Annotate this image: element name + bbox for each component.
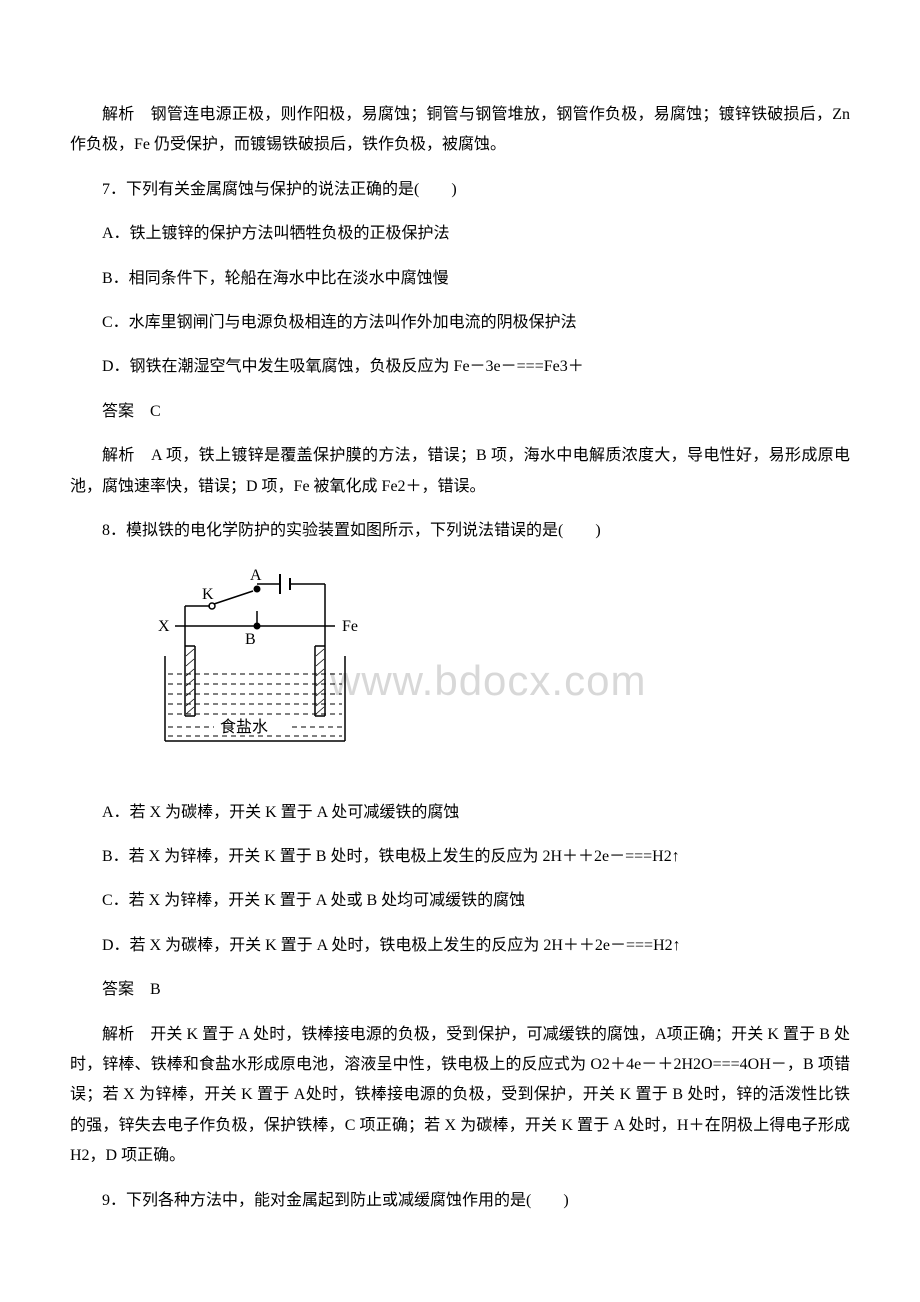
svg-text:X: X: [158, 618, 170, 635]
svg-text:Fe: Fe: [342, 618, 358, 635]
q7-option-a: A．铁上镀锌的保护方法叫牺牲负极的正极保护法: [70, 219, 850, 249]
q7-option-c: C．水库里钢闸门与电源负极相连的方法叫作外加电流的阴极保护法: [70, 308, 850, 338]
q7-answer: 答案 C: [70, 397, 850, 427]
explanation-para-6: 解析 钢管连电源正极，则作阳极，易腐蚀；铜管与钢管堆放，钢管作负极，易腐蚀；镀锌…: [70, 100, 850, 161]
q7-stem: 7．下列有关金属腐蚀与保护的说法正确的是( ): [70, 175, 850, 205]
q9-stem: 9．下列各种方法中，能对金属起到防止或减缓腐蚀作用的是( ): [70, 1186, 850, 1216]
q8-option-c: C．若 X 为锌棒，开关 K 置于 A 处或 B 处均可减缓铁的腐蚀: [70, 886, 850, 916]
q7-option-b: B．相同条件下，轮船在海水中比在淡水中腐蚀慢: [70, 264, 850, 294]
q8-option-b: B．若 X 为锌棒，开关 K 置于 B 处时，铁电极上发生的反应为 2H＋＋2e…: [70, 842, 850, 872]
q8-explanation: 解析 开关 K 置于 A 处时，铁棒接电源的负极，受到保护，可减缓铁的腐蚀，A项…: [70, 1020, 850, 1172]
q7-explanation: 解析 A 项，铁上镀锌是覆盖保护膜的方法，错误；B 项，海水中电解质浓度大，导电…: [70, 441, 850, 502]
svg-text:A: A: [250, 567, 262, 584]
circuit-diagram: A K X B Fe: [150, 566, 390, 766]
solution-label: 食盐水: [220, 718, 268, 736]
q8-option-a: A．若 X 为碳棒，开关 K 置于 A 处可减缓铁的腐蚀: [70, 798, 850, 828]
svg-text:B: B: [245, 631, 256, 648]
q7-option-d: D．钢铁在潮湿空气中发生吸氧腐蚀，负极反应为 Fe－3e－===Fe3＋: [70, 352, 850, 382]
q8-diagram-container: www.bdocx.com A K X B Fe: [150, 566, 850, 777]
q8-stem: 8．模拟铁的电化学防护的实验装置如图所示，下列说法错误的是( ): [70, 516, 850, 546]
q8-answer: 答案 B: [70, 975, 850, 1005]
svg-text:K: K: [202, 586, 214, 603]
q8-option-d: D．若 X 为碳棒，开关 K 置于 A 处时，铁电极上发生的反应为 2H＋＋2e…: [70, 931, 850, 961]
